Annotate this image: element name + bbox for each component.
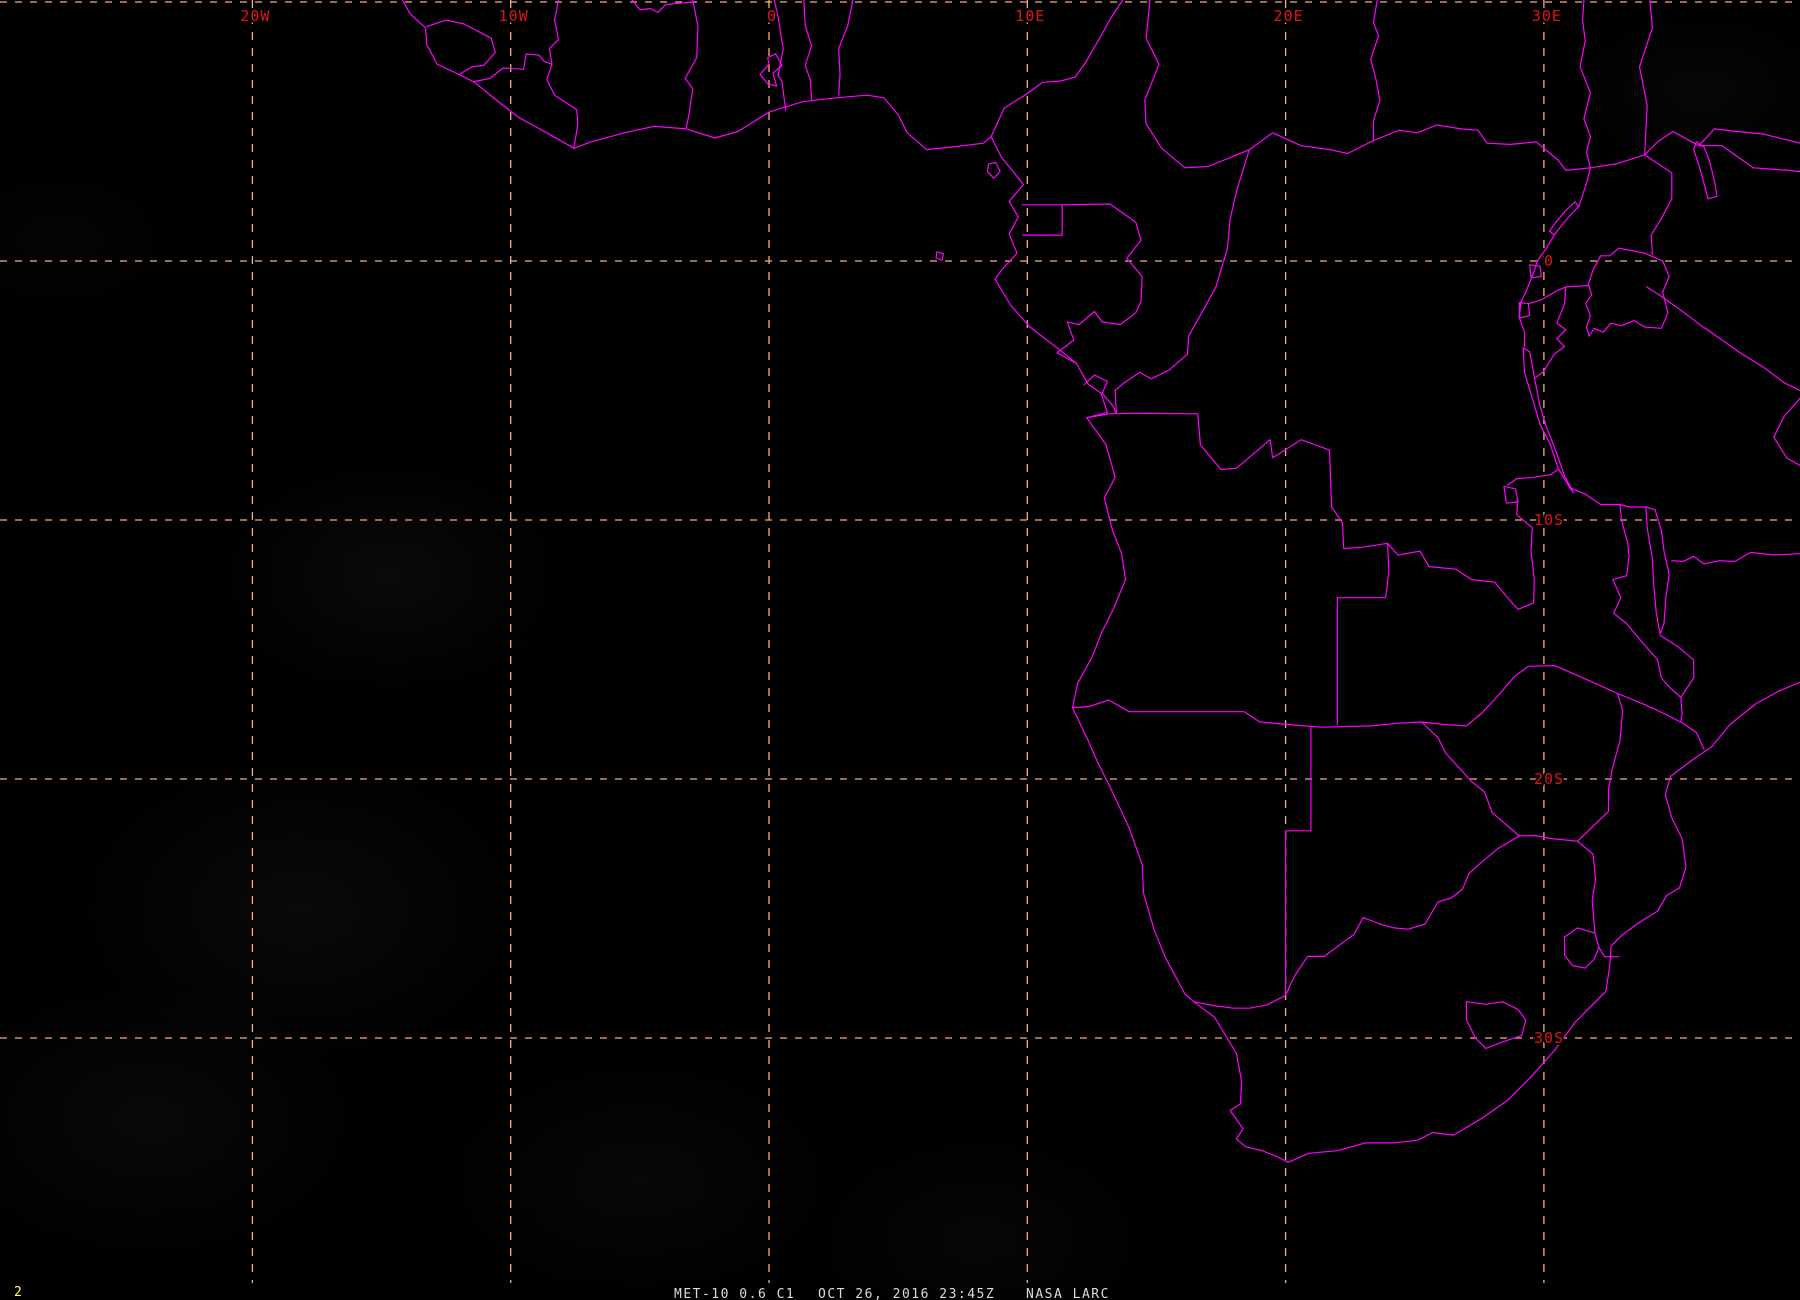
border-lesotho [1465, 1001, 1527, 1050]
border-togo-benin [803, 0, 813, 102]
border-car-sudan [1370, 0, 1381, 142]
border-sierra-leone [426, 19, 496, 76]
border-guinea-liberia [473, 0, 560, 83]
lake-kivu [1518, 301, 1531, 319]
coastline-africa [401, 0, 1800, 1163]
border-ubangi-car-drc [1248, 124, 1567, 171]
border-zimbabwe-botswana [1420, 721, 1521, 837]
border-swaziland [1563, 927, 1600, 969]
border-cabinda [1083, 374, 1117, 414]
border-limpopo-kruger [1576, 840, 1597, 934]
border-ivorycoast-ghana [684, 0, 699, 129]
border-angola-namibia [1071, 699, 1423, 728]
lake-victoria [1585, 247, 1670, 337]
parallel-label-10S: 10S [1534, 511, 1564, 529]
meridian-label-20E: 20E [1274, 7, 1304, 25]
mweru-tanganyika-link [1507, 468, 1559, 486]
border-benin-nigeria [838, 0, 854, 96]
caption-instrument: MET-10 0.6 C1 [674, 1287, 796, 1300]
border-car-cameroon [1144, 0, 1251, 169]
frame-counter: 2 [14, 1285, 22, 1300]
parallel-label-20S: 20S [1534, 770, 1564, 788]
lake-malawi [1645, 506, 1670, 635]
border-ruvuma [1671, 551, 1800, 565]
meridian-label-20W: 20W [240, 7, 270, 25]
sao-tome-island [935, 251, 945, 261]
border-sudan-kenya [1565, 130, 1800, 173]
border-swaziland-mozambique-link [1598, 946, 1620, 958]
tanzania-coastal-rivers [1773, 397, 1800, 467]
border-uganda-kenya [1643, 154, 1673, 256]
caption-credit: NASA LARC [1026, 1287, 1110, 1300]
caption-datetime: OCT 26, 2016 23:45Z [818, 1287, 996, 1300]
meridian-label-10E: 10E [1015, 7, 1045, 25]
border-zambia-zimbabwe [1420, 664, 1556, 727]
meridian-label-30E: 30E [1532, 7, 1562, 25]
lake-tanganyika [1522, 347, 1575, 494]
zambezi-lower-river [1616, 692, 1705, 750]
border-tanzania-zambia [1569, 487, 1647, 508]
meridian-label-10W: 10W [499, 7, 529, 25]
border-ivorycoast-north [631, 0, 694, 13]
border-liberia-ivorycoast [546, 63, 579, 148]
border-namibia-botswana [1284, 726, 1312, 996]
lake-mweru [1503, 485, 1519, 504]
border-ubangi-congo-river [1114, 149, 1251, 414]
border-equatorial-guinea [1021, 204, 1063, 236]
border-uganda-tanzania [1527, 285, 1589, 305]
lake-turkana [1693, 141, 1718, 200]
border-kenya-tanzania [1646, 286, 1800, 392]
border-sudan-ethiopia [1638, 0, 1654, 156]
parallel-label-0: 0 [1544, 252, 1554, 270]
shire-river [1680, 696, 1683, 723]
border-angola-drc [1086, 412, 1389, 550]
border-uganda-drc [1518, 234, 1555, 348]
border-zimbabwe-mozambique [1576, 692, 1624, 842]
parallel-label-30S: 30S [1534, 1029, 1564, 1047]
lake-edward [1529, 264, 1542, 279]
border-ghana-togo [773, 0, 787, 112]
border-nigeria-cameroon [990, 0, 1124, 138]
lake-albert [1548, 201, 1580, 236]
lake-volta [759, 53, 783, 87]
meridian-label-0: 0 [767, 7, 777, 25]
border-malawi-south [1612, 503, 1695, 699]
bioko-island [986, 162, 1001, 179]
border-zambia-drc-pedicle [1386, 501, 1535, 611]
border-ethiopia-kenya [1698, 128, 1800, 147]
border-gabon-congo [1056, 203, 1143, 364]
border-orange-molopo [1193, 834, 1579, 1009]
border-zambia-mozambique [1554, 664, 1619, 695]
border-rwanda-burundi [1533, 286, 1567, 380]
nile-river [1578, 0, 1592, 208]
border-angola-zambia [1336, 542, 1390, 726]
